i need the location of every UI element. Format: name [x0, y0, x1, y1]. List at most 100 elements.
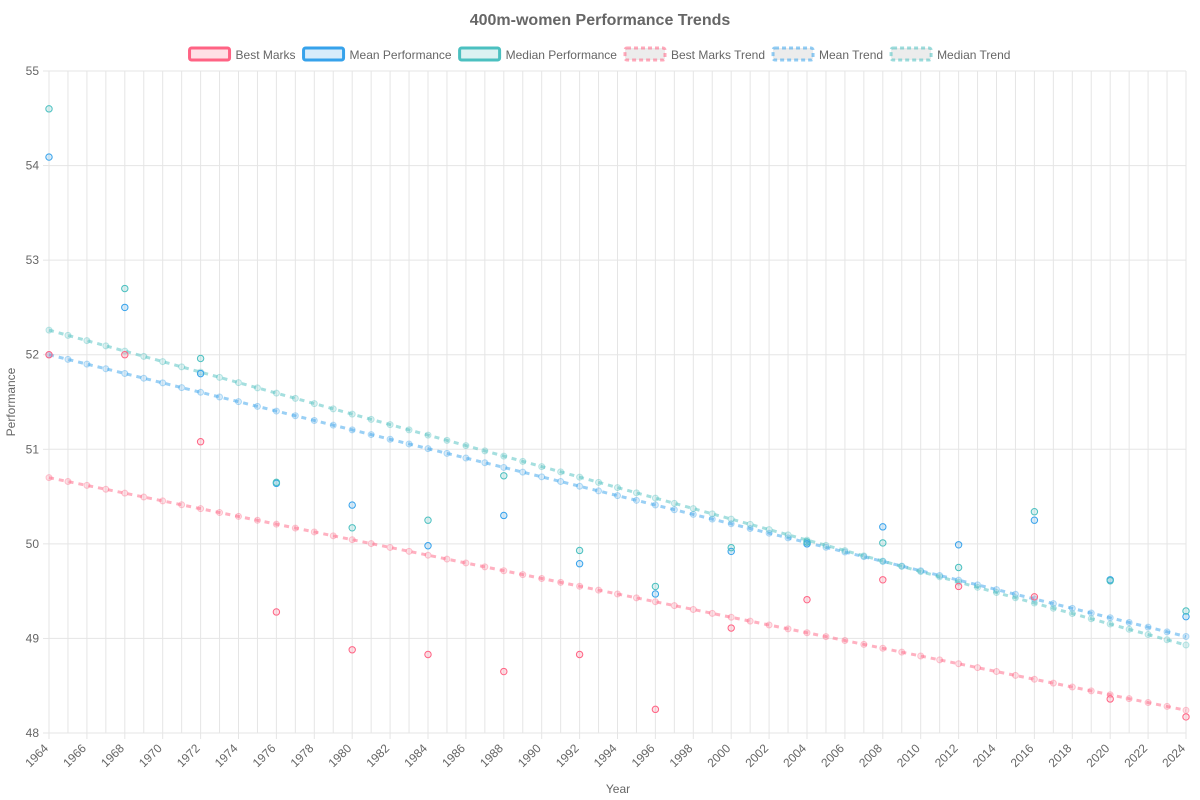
mean-performance-point[interactable] — [424, 542, 432, 550]
legend-swatch — [458, 46, 502, 62]
median-performance-point[interactable] — [272, 478, 281, 487]
mean-trend-marker — [310, 416, 318, 424]
median-trend-marker — [670, 499, 678, 507]
best-marks-point[interactable] — [500, 667, 508, 676]
median-trend-marker — [462, 442, 470, 450]
best-marks-point[interactable] — [651, 705, 660, 714]
median-trend-marker — [1144, 631, 1152, 639]
mean-performance-point[interactable] — [196, 369, 205, 378]
legend-swatch — [188, 46, 232, 62]
legend-item-median-trend[interactable]: Median Trend — [889, 46, 1010, 62]
best-marks-trend-marker — [879, 644, 887, 652]
legend-item-mean-performance[interactable]: Mean Performance — [302, 46, 452, 62]
mean-performance-point[interactable] — [651, 590, 660, 598]
mean-trend-marker — [1049, 600, 1057, 608]
median-performance-point[interactable] — [954, 563, 963, 572]
mean-performance-point[interactable] — [727, 547, 735, 556]
legend-item-best-marks-trend[interactable]: Best Marks Trend — [623, 46, 765, 62]
median-trend-path — [48, 328, 1187, 647]
median-performance-point[interactable] — [121, 284, 129, 293]
mean-trend-marker — [253, 402, 261, 410]
best-marks-series — [45, 351, 1190, 721]
median-performance-point[interactable] — [196, 354, 205, 363]
x-tick-label: 2012 — [932, 741, 961, 770]
best-marks-point[interactable] — [121, 351, 129, 359]
median-trend-marker — [159, 358, 167, 366]
best-marks-trend-marker — [216, 509, 224, 517]
median-performance-point[interactable] — [1182, 607, 1190, 615]
mean-performance-point[interactable] — [500, 511, 508, 520]
best-marks-trend-marker — [614, 590, 621, 598]
median-trend-marker — [272, 389, 280, 397]
median-performance-point[interactable] — [879, 539, 887, 547]
best-marks-trend-marker — [253, 516, 261, 524]
best-marks-point[interactable] — [348, 646, 356, 654]
best-marks-point[interactable] — [424, 650, 432, 659]
median-trend-marker — [1087, 615, 1095, 623]
median-performance-point[interactable] — [651, 582, 660, 591]
best-marks-trend-marker — [500, 567, 508, 575]
x-tick-label: 1966 — [60, 741, 89, 770]
mean-trend-marker — [405, 440, 413, 448]
legend-item-mean-trend[interactable]: Mean Trend — [771, 46, 883, 62]
median-trend-marker — [765, 526, 773, 534]
mean-performance-point[interactable] — [1182, 612, 1190, 621]
mean-performance-point[interactable] — [803, 540, 811, 548]
mean-performance-point[interactable] — [879, 523, 887, 531]
best-marks-point[interactable] — [803, 595, 811, 604]
mean-trend-marker — [1182, 633, 1190, 641]
mean-trend-marker — [1106, 614, 1114, 622]
median-performance-point[interactable] — [727, 543, 735, 552]
median-performance-point[interactable] — [1106, 577, 1114, 585]
best-marks-point[interactable] — [196, 438, 205, 446]
mean-performance-point[interactable] — [954, 541, 963, 549]
best-marks-point[interactable] — [1030, 593, 1039, 601]
best-marks-point[interactable] — [272, 608, 281, 616]
median-trend-marker — [1106, 620, 1114, 628]
median-trend-marker — [348, 410, 356, 418]
mean-performance-point[interactable] — [1030, 516, 1039, 524]
x-tick-label: 2020 — [1084, 741, 1113, 770]
best-marks-trend-marker — [803, 629, 811, 637]
mean-performance-point[interactable] — [121, 303, 129, 312]
median-performance-point[interactable] — [45, 105, 53, 113]
median-performance-point[interactable] — [575, 546, 584, 555]
best-marks-point[interactable] — [1106, 695, 1114, 703]
best-marks-trend-marker — [557, 578, 565, 586]
mean-trend-marker — [765, 529, 773, 537]
median-trend-marker — [557, 468, 565, 476]
best-marks-point[interactable] — [954, 582, 963, 591]
best-marks-trend-marker — [405, 547, 413, 555]
mean-trend-marker — [83, 360, 91, 368]
best-marks-trend-marker — [1030, 675, 1038, 683]
median-trend-marker — [974, 583, 982, 591]
best-marks-trend-marker — [310, 528, 318, 536]
legend-item-median-performance[interactable]: Median Performance — [458, 46, 618, 62]
median-trend-marker — [689, 505, 697, 513]
y-tick-label: 49 — [26, 631, 40, 645]
data-points — [45, 105, 1190, 721]
y-tick-label: 50 — [26, 537, 40, 551]
median-performance-point[interactable] — [1030, 508, 1039, 516]
best-marks-point[interactable] — [727, 624, 735, 632]
median-performance-point[interactable] — [500, 472, 508, 480]
median-performance-point[interactable] — [803, 538, 811, 546]
median-performance-point[interactable] — [424, 516, 432, 524]
best-marks-point[interactable] — [575, 650, 584, 659]
best-marks-trend-marker — [519, 571, 527, 579]
mean-trend-marker — [64, 355, 72, 363]
mean-trend-marker — [121, 370, 129, 378]
mean-trend-marker — [216, 393, 224, 401]
median-performance-point[interactable] — [348, 524, 356, 532]
best-marks-point[interactable] — [879, 576, 887, 584]
mean-performance-point[interactable] — [45, 153, 53, 161]
best-marks-point[interactable] — [1182, 713, 1190, 721]
mean-performance-point[interactable] — [348, 501, 356, 509]
best-marks-trend-marker — [708, 609, 716, 617]
mean-performance-point[interactable] — [575, 560, 584, 568]
median-trend-marker — [424, 431, 432, 439]
median-trend-marker — [519, 457, 527, 465]
best-marks-point[interactable] — [45, 351, 53, 359]
legend-item-best-marks[interactable]: Best Marks — [188, 46, 296, 62]
